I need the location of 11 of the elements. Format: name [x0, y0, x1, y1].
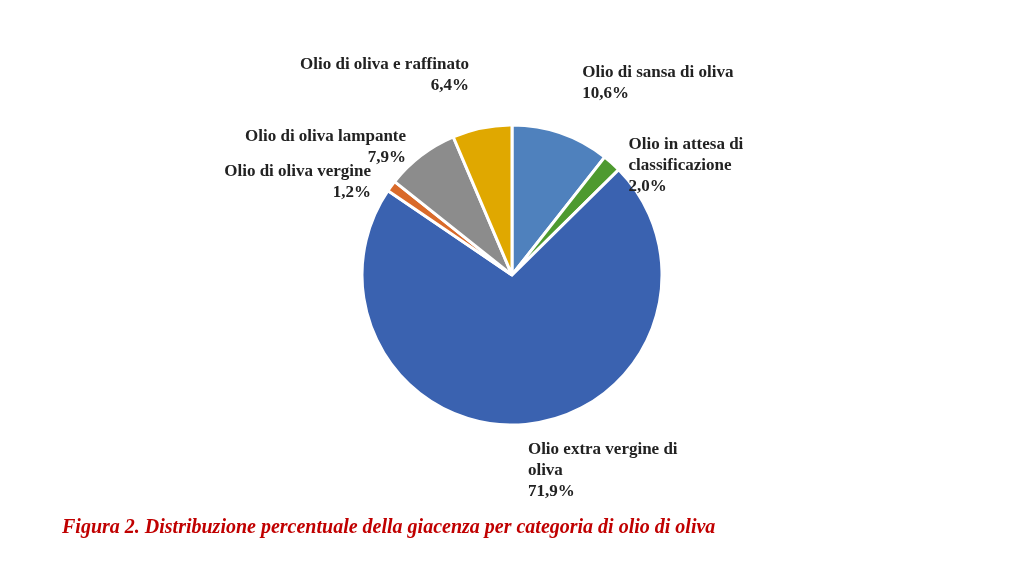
slice-label: Olio di oliva lampante — [245, 125, 407, 145]
data-label: 6,4% — [430, 75, 470, 95]
slice-label: Olio di oliva e raffinato — [300, 54, 470, 74]
slice-label: Olio di sansa di oliva — [582, 61, 734, 81]
data-label: 1,2% — [332, 182, 372, 202]
data-label: 2,0% — [628, 176, 667, 196]
data-label: 10,6% — [582, 82, 630, 102]
text: Figura 2. Distribuzione percentuale della giacenza per categoria di olio di oliva — [61, 515, 716, 539]
slice-label: Olio extra vergine di oliva — [527, 439, 678, 480]
slice-label: Olio in attesa di classificazione — [628, 134, 744, 175]
data-label: 71,9% — [527, 481, 575, 501]
